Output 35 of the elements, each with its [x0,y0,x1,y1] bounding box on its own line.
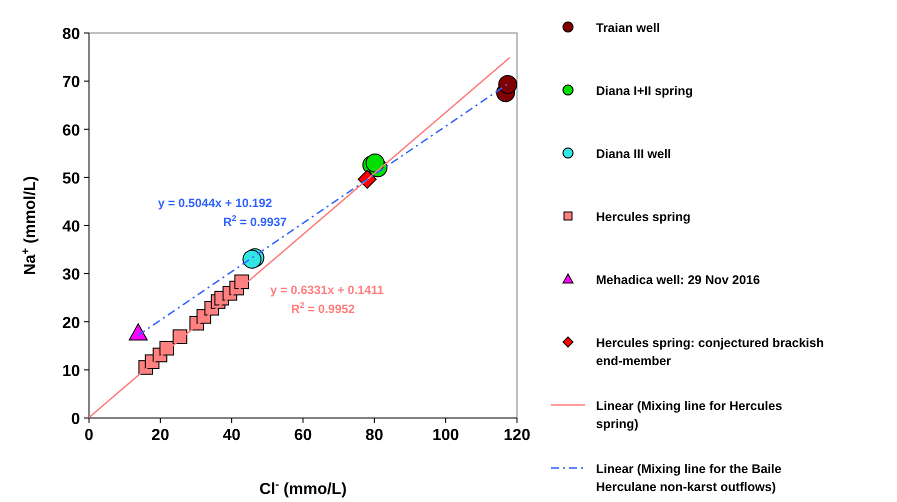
legend-label: Mehadica well: 29 Nov 2016 [596,273,760,287]
point [234,274,249,290]
y-tick-label: 20 [62,314,80,332]
legend-label: Diana III well [596,147,672,161]
legend-label: Hercules spring: conjectured brackish end-member [596,336,824,368]
legend-label: Linear (Mixing line for the Baile Herculane non-karst outflows) [596,462,782,494]
legend-label: Linear (Mixing line for Hercules spring) [596,399,782,431]
y-tick-label: 0 [71,411,80,428]
y-tick-label: 80 [62,26,80,43]
x-tick-label: 80 [365,427,384,444]
x-tick-label: 40 [222,427,241,444]
x-tick-label: 60 [294,427,312,444]
annotation: R$^{2}$ = 0.9937 [223,213,288,229]
x-tick-label: 100 [432,427,460,444]
point [128,323,148,341]
y-tick-label: 50 [62,170,80,188]
y-tick-label: 60 [62,122,80,140]
annotation: R$^{2}$ = 0.9952 [291,300,356,316]
x-tick-label: 20 [151,427,170,444]
x-tick-label: 120 [504,427,530,444]
point [242,250,262,269]
y-tick-label: 10 [62,362,80,380]
y-tick-label: 40 [62,218,80,236]
point [498,74,518,94]
annotation: y = 0.6331x + 0.1411 [270,283,384,297]
point [172,329,188,344]
legend-label: Diana I+II spring [596,84,693,98]
x-axis-title: Cl$^{-}$ (mmo/L) [259,479,347,498]
point [366,153,385,172]
legend-label: Hercules spring [596,210,690,224]
annotation: y = 0.5044x + 10.192 [158,196,272,210]
y-tick-label: 70 [62,74,80,92]
x-tick-label: 0 [84,427,94,444]
legend-label: Traian well [596,21,660,35]
y-tick-label: 30 [62,266,80,284]
